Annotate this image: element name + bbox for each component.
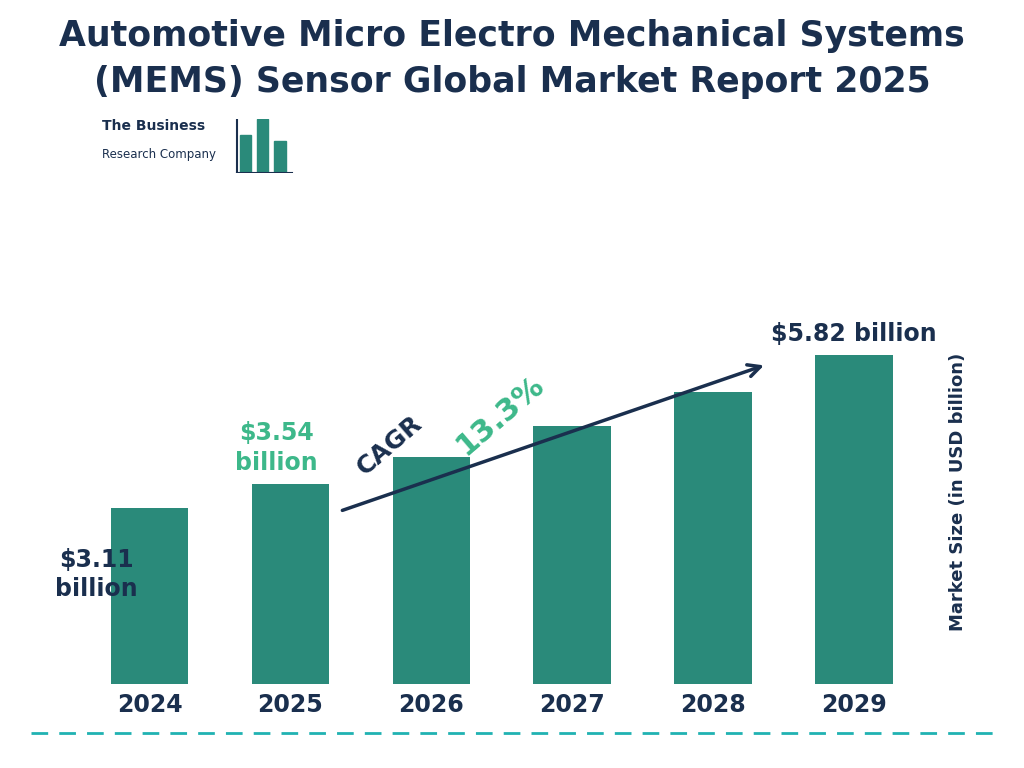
Text: (MEMS) Sensor Global Market Report 2025: (MEMS) Sensor Global Market Report 2025 bbox=[93, 65, 931, 99]
Bar bbox=[815, 355, 893, 684]
Text: CAGR: CAGR bbox=[352, 412, 427, 480]
Bar bbox=[240, 135, 251, 173]
Text: Automotive Micro Electro Mechanical Systems: Automotive Micro Electro Mechanical Syst… bbox=[59, 19, 965, 53]
Text: The Business: The Business bbox=[102, 119, 206, 133]
Text: 13.3%: 13.3% bbox=[451, 369, 550, 461]
Text: $3.11
billion: $3.11 billion bbox=[54, 548, 137, 601]
Bar bbox=[252, 484, 329, 684]
Bar bbox=[534, 426, 611, 684]
Text: Research Company: Research Company bbox=[102, 148, 216, 161]
Bar bbox=[392, 456, 470, 684]
Y-axis label: Market Size (in USD billion): Market Size (in USD billion) bbox=[948, 353, 967, 631]
Text: $3.54
billion: $3.54 billion bbox=[236, 422, 317, 475]
Text: $5.82 billion: $5.82 billion bbox=[771, 323, 937, 346]
Bar bbox=[257, 119, 268, 173]
Bar bbox=[111, 508, 188, 684]
Bar bbox=[675, 392, 752, 684]
Bar bbox=[274, 141, 286, 173]
